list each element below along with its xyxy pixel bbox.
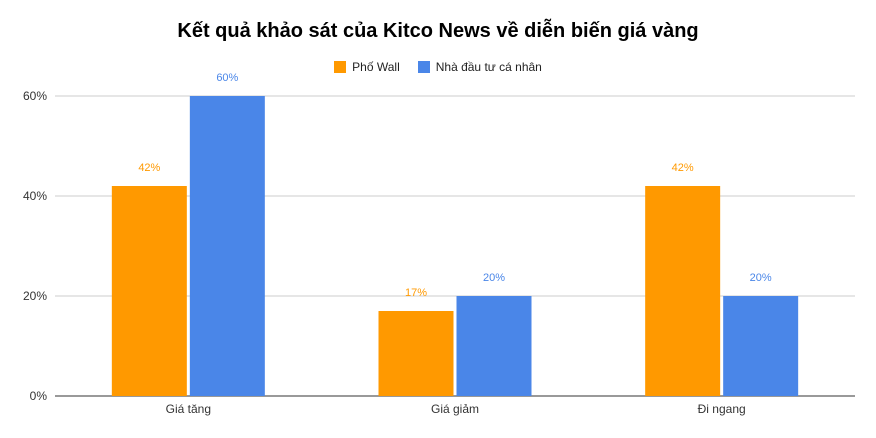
y-tick-label: 20% — [23, 289, 47, 303]
data-label: 42% — [672, 162, 694, 174]
data-label: 20% — [750, 272, 772, 284]
x-tick-label: Giá tăng — [166, 402, 211, 416]
y-tick-label: 60% — [23, 89, 47, 103]
legend-swatch-series-1 — [334, 61, 347, 73]
bar — [456, 296, 532, 396]
bar — [111, 186, 187, 396]
data-label: 20% — [483, 272, 505, 284]
bar — [189, 96, 265, 396]
y-tick-label: 0% — [30, 389, 48, 403]
legend: Phố Wall Nhà đầu tư cá nhân — [0, 60, 876, 74]
legend-label-series-2: Nhà đầu tư cá nhân — [435, 60, 542, 74]
chart-title: Kết quả khảo sát của Kitco News về diễn … — [177, 20, 699, 42]
data-label: 60% — [216, 72, 238, 84]
legend-item-series-1: Phố Wall — [334, 60, 400, 74]
bar — [645, 186, 721, 396]
y-tick-label: 40% — [23, 189, 47, 203]
x-tick-label: Giá giảm — [431, 402, 479, 416]
legend-label-series-1: Phố Wall — [352, 60, 400, 74]
legend-item-series-2: Nhà đầu tư cá nhân — [417, 60, 542, 74]
data-label: 17% — [405, 287, 427, 299]
data-label: 42% — [138, 162, 160, 174]
bar — [378, 311, 454, 396]
legend-swatch-series-2 — [417, 61, 430, 73]
x-tick-label: Đi ngang — [698, 402, 746, 416]
bar — [723, 296, 799, 396]
